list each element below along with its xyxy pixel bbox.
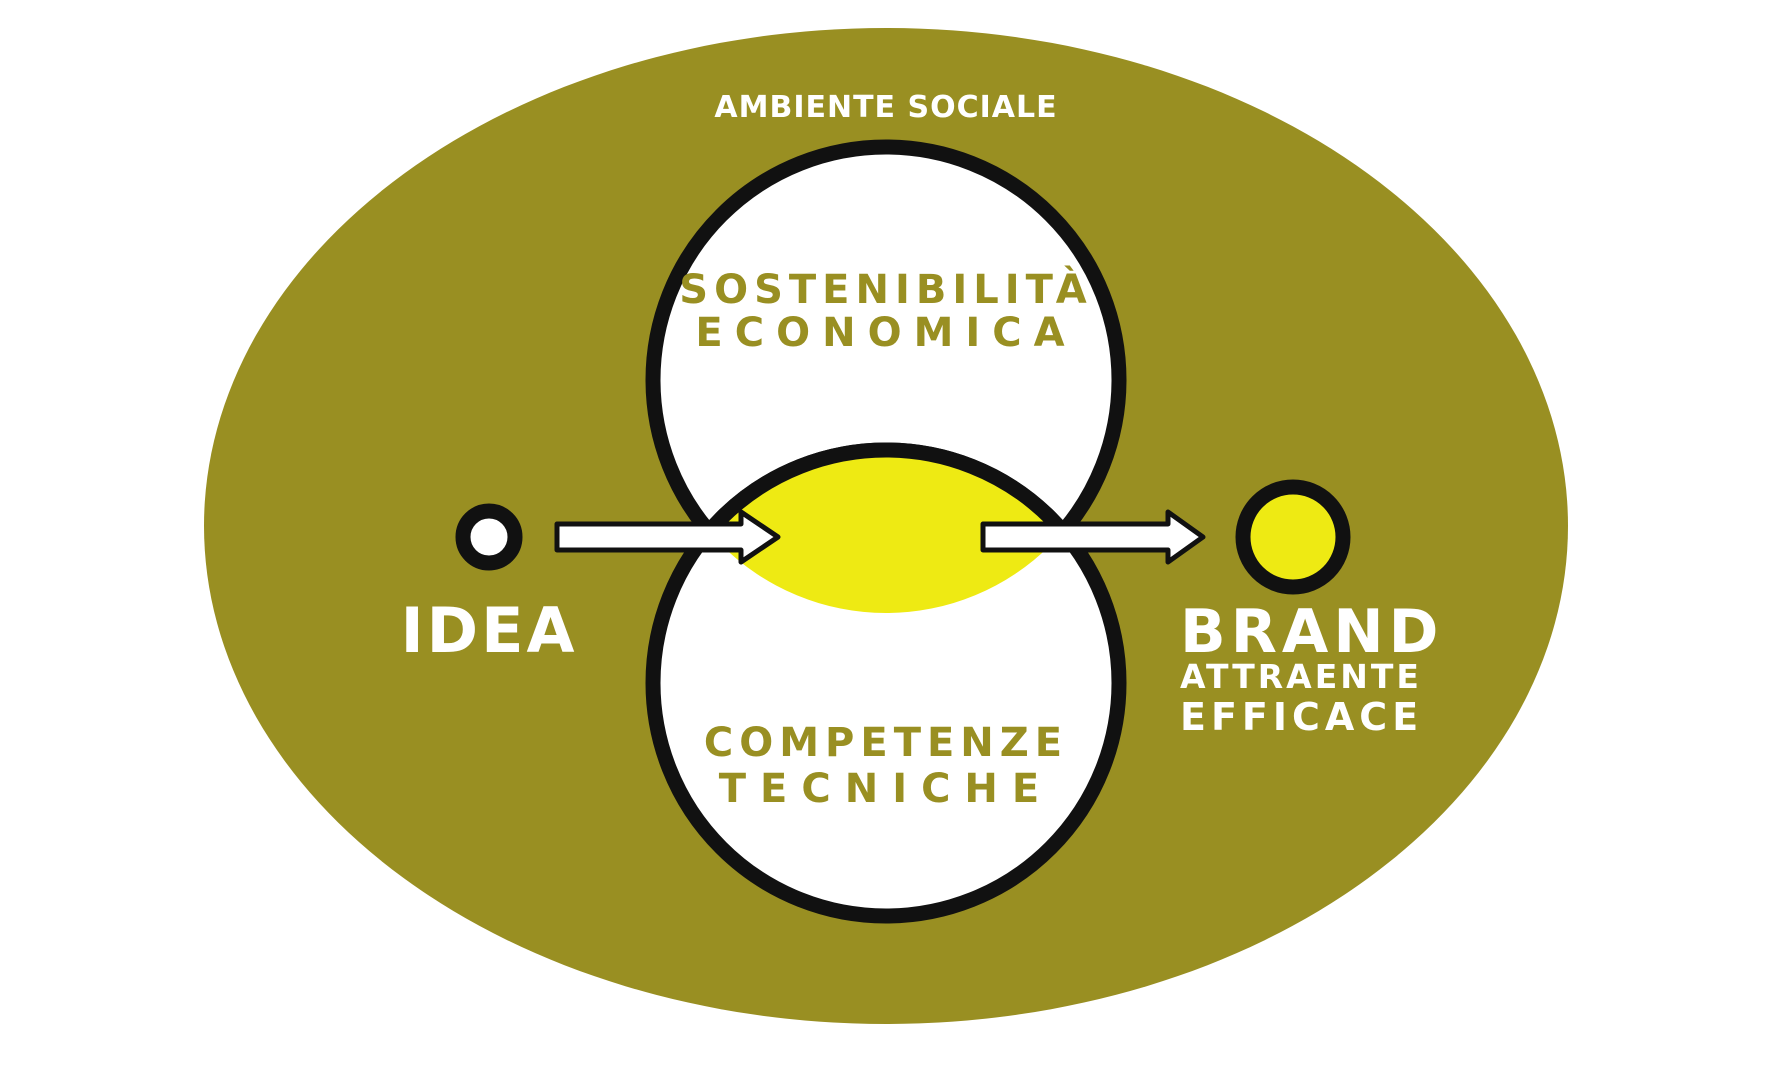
top-circle-label-line1: SOSTENIBILITÀ [679, 265, 1092, 313]
idea-label: IDEA [401, 594, 578, 667]
brand-label: BRAND [1180, 597, 1443, 667]
idea-open-circle-icon [455, 503, 523, 571]
bottom-circle-label-line2: TECNICHE [719, 766, 1053, 812]
brand-filled-yellow-circle-icon [1235, 479, 1351, 595]
top-circle-label-line2: ECONOMICA [695, 310, 1076, 356]
overlap-lens-outline [653, 442, 1119, 613]
bottom-circle-label-line1: COMPETENZE [704, 720, 1068, 766]
brand-attribute-line2: EFFICACE [1180, 695, 1423, 739]
overlap-lens [660, 457, 1112, 613]
social-environment-label: AMBIENTE SOCIALE [714, 90, 1057, 125]
brand-attribute-line1: ATTRAENTE [1180, 657, 1422, 696]
right-arrow-icon-1 [554, 509, 781, 565]
right-arrow-icon-2 [980, 509, 1206, 565]
